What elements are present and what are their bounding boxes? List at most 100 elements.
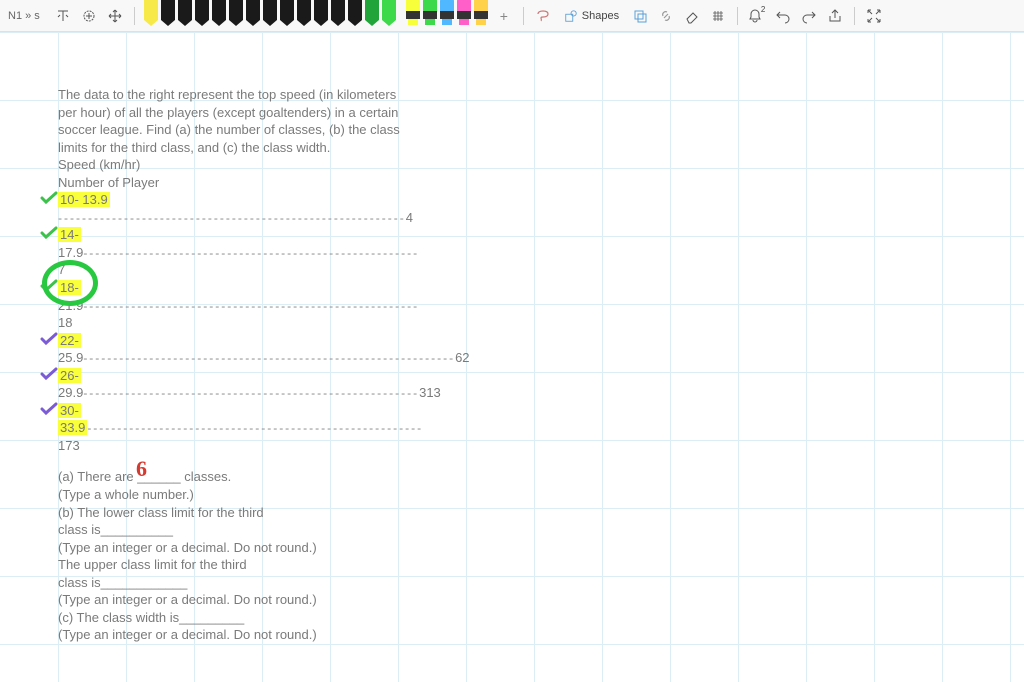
pen-tool[interactable] bbox=[296, 0, 312, 28]
collapse-icon[interactable] bbox=[863, 5, 885, 27]
link-icon[interactable] bbox=[655, 5, 677, 27]
question-b-note: (Type an integer or a decimal. Do not ro… bbox=[58, 539, 818, 557]
class-value-row: ----------------------------------------… bbox=[58, 209, 818, 227]
question-c-line: (c) The class width is_________ bbox=[58, 609, 818, 627]
question-b-line: The upper class limit for the third bbox=[58, 556, 818, 574]
highlighter-palette bbox=[405, 0, 489, 27]
handwritten-answer: 6 bbox=[136, 454, 147, 484]
redo-icon[interactable] bbox=[798, 5, 820, 27]
question-c-note: (Type an integer or a decimal. Do not ro… bbox=[58, 626, 818, 644]
pen-tool[interactable] bbox=[347, 0, 363, 28]
undo-icon[interactable] bbox=[772, 5, 794, 27]
copy-icon[interactable] bbox=[629, 5, 651, 27]
class-low: 14- bbox=[58, 227, 81, 242]
notification-badge: 2 bbox=[761, 5, 765, 14]
highlighter-tool[interactable] bbox=[405, 0, 421, 27]
question-b-line: class is____________ bbox=[58, 574, 818, 592]
add-shape-icon[interactable] bbox=[78, 5, 100, 27]
class-row: 26- bbox=[58, 367, 818, 385]
check-mark-icon bbox=[40, 191, 58, 205]
pen-tool[interactable] bbox=[194, 0, 210, 28]
problem-line: The data to the right represent the top … bbox=[58, 86, 818, 104]
share-icon[interactable] bbox=[824, 5, 846, 27]
pen-tool[interactable] bbox=[177, 0, 193, 28]
move-tool-icon[interactable] bbox=[104, 5, 126, 27]
class-high: 21.9 bbox=[58, 298, 83, 313]
divider bbox=[523, 7, 524, 25]
toolbar: N1 » s + Shapes 2 bbox=[0, 0, 1024, 32]
highlighter-tool[interactable] bbox=[422, 0, 438, 27]
pen-tool[interactable] bbox=[364, 0, 380, 28]
question-a-note: (Type a whole number.) bbox=[58, 486, 818, 504]
problem-line: limits for the third class, and (c) the … bbox=[58, 139, 818, 157]
divider bbox=[854, 7, 855, 25]
page-indicator: N1 » s bbox=[8, 10, 40, 22]
question-a: (a) There are ______ classes. 6 bbox=[58, 468, 818, 486]
class-high: 25.9 bbox=[58, 350, 83, 365]
class-low: 26- bbox=[58, 368, 81, 383]
class-low: 18- bbox=[58, 280, 81, 295]
highlighter-tool[interactable] bbox=[439, 0, 455, 27]
check-mark-icon bbox=[40, 279, 58, 293]
highlighter-tool[interactable] bbox=[456, 0, 472, 27]
class-value-row: 7 bbox=[58, 261, 818, 279]
shapes-button[interactable]: Shapes bbox=[558, 7, 625, 25]
add-pen-icon[interactable]: + bbox=[493, 5, 515, 27]
pen-tool[interactable] bbox=[262, 0, 278, 28]
question-b-note: (Type an integer or a decimal. Do not ro… bbox=[58, 591, 818, 609]
class-high: 33.9 bbox=[58, 420, 87, 435]
pen-tool[interactable] bbox=[143, 0, 159, 28]
divider bbox=[134, 7, 135, 25]
canvas[interactable]: The data to the right represent the top … bbox=[0, 32, 1024, 682]
pen-tool[interactable] bbox=[160, 0, 176, 28]
check-mark-icon bbox=[40, 332, 58, 346]
pen-tool[interactable] bbox=[211, 0, 227, 28]
question-b-line: (b) The lower class limit for the third bbox=[58, 504, 818, 522]
class-low: 22- bbox=[58, 333, 81, 348]
class-row: 18- bbox=[58, 279, 818, 297]
class-value: 4 bbox=[406, 210, 413, 225]
check-mark-icon bbox=[40, 226, 58, 240]
text-tool-icon[interactable] bbox=[52, 5, 74, 27]
class-value: 62 bbox=[455, 350, 469, 365]
pen-tool[interactable] bbox=[228, 0, 244, 28]
eraser-icon[interactable] bbox=[681, 5, 703, 27]
class-low: 30- bbox=[58, 403, 81, 418]
problem-text: The data to the right represent the top … bbox=[58, 86, 818, 644]
notifications-icon[interactable]: 2 bbox=[746, 5, 768, 27]
class-row: 30- bbox=[58, 402, 818, 420]
text-tools bbox=[52, 5, 126, 27]
highlighter-tool[interactable] bbox=[473, 0, 489, 27]
class-value: 173 bbox=[58, 438, 80, 453]
speed-heading: Speed (km/hr) bbox=[58, 156, 818, 174]
class-high-row: 25.9------------------------------------… bbox=[58, 349, 818, 367]
class-high-row: 29.9------------------------------------… bbox=[58, 384, 818, 402]
class-value-row: 18 bbox=[58, 314, 818, 332]
class-row: 10- 13.9 bbox=[58, 191, 818, 209]
lasso-icon[interactable] bbox=[532, 5, 554, 27]
player-heading: Number of Player bbox=[58, 174, 818, 192]
divider bbox=[737, 7, 738, 25]
check-mark-icon bbox=[40, 402, 58, 416]
pen-tool[interactable] bbox=[245, 0, 261, 28]
pen-tool[interactable] bbox=[279, 0, 295, 28]
class-value: 313 bbox=[419, 385, 441, 400]
pen-tool[interactable] bbox=[330, 0, 346, 28]
class-range: 10- 13.9 bbox=[58, 192, 110, 207]
class-high-row: 21.9------------------------------------… bbox=[58, 297, 818, 315]
problem-line: per hour) of all the players (except goa… bbox=[58, 104, 818, 122]
question-b-line: class is__________ bbox=[58, 521, 818, 539]
grid-icon[interactable] bbox=[707, 5, 729, 27]
class-value: 7 bbox=[58, 262, 65, 277]
problem-line: soccer league. Find (a) the number of cl… bbox=[58, 121, 818, 139]
class-row: 14- bbox=[58, 226, 818, 244]
pen-tool[interactable] bbox=[381, 0, 397, 28]
shapes-label: Shapes bbox=[582, 10, 619, 22]
class-high-row: 17.9------------------------------------… bbox=[58, 244, 818, 262]
pen-tool[interactable] bbox=[313, 0, 329, 28]
class-value: 18 bbox=[58, 315, 72, 330]
class-value-row: 173 bbox=[58, 437, 818, 455]
check-mark-icon bbox=[40, 367, 58, 381]
class-high: 17.9 bbox=[58, 245, 83, 260]
class-high: 29.9 bbox=[58, 385, 83, 400]
